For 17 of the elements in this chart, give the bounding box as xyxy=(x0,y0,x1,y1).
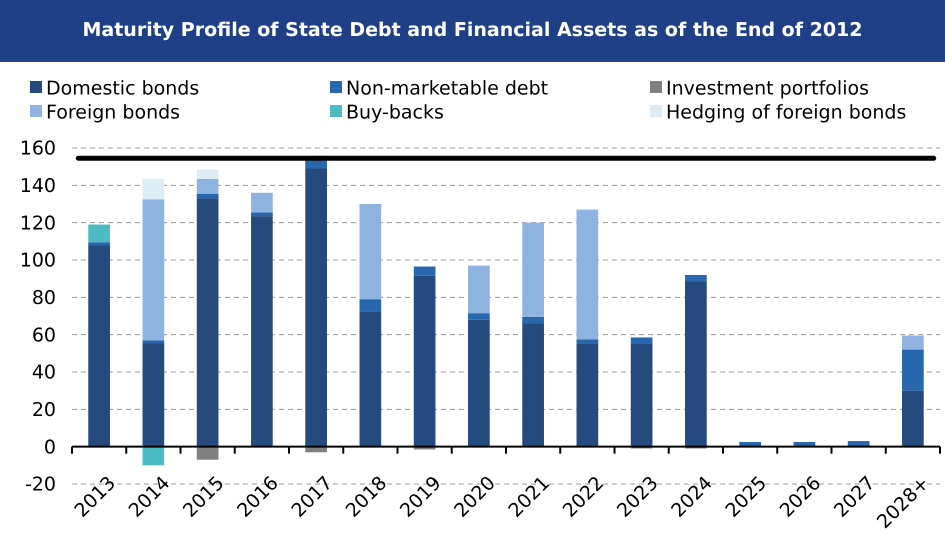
legend-label: Domestic bonds xyxy=(46,78,200,100)
chart-title: Maturity Profile of State Debt and Financial Assets as of the End of 2012 xyxy=(82,19,863,41)
legend-label: Hedging of foreign bonds xyxy=(666,102,906,124)
legend-label: Buy-backs xyxy=(346,102,444,124)
y-tick-label: 0 xyxy=(44,436,56,458)
y-tick-label: 60 xyxy=(32,324,56,346)
y-tick-label: 120 xyxy=(20,212,56,234)
legend-label: Foreign bonds xyxy=(46,102,180,124)
y-tick-label: 80 xyxy=(32,286,56,309)
y-tick-label: 100 xyxy=(20,250,56,272)
y-tick-label: 140 xyxy=(20,174,56,197)
y-tick-label: -20 xyxy=(24,474,56,496)
legend-label: Investment portfolios xyxy=(666,78,869,100)
y-tick-label: 160 xyxy=(20,138,56,160)
y-tick-label: 20 xyxy=(32,398,56,421)
legend-label: Non-marketable debt xyxy=(346,78,548,100)
y-tick-label: 40 xyxy=(32,362,56,384)
